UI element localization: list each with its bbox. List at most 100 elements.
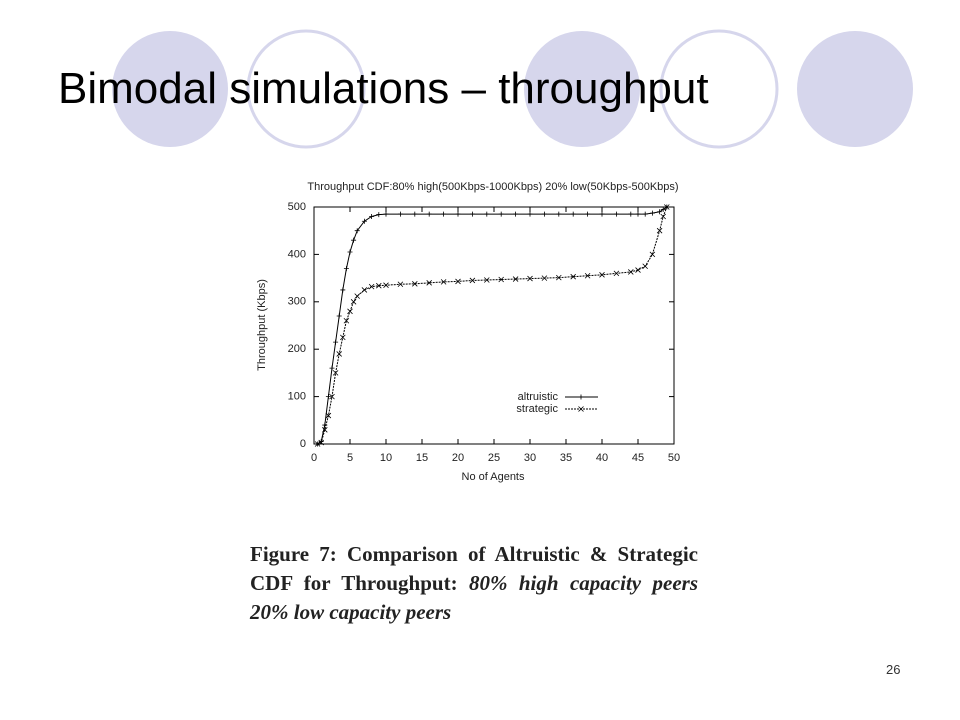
point-marker <box>361 218 367 224</box>
point-marker <box>584 272 591 279</box>
x-tick-label: 45 <box>632 452 644 464</box>
point-marker <box>628 269 634 275</box>
point-marker <box>412 211 418 217</box>
point-marker <box>329 393 335 400</box>
point-marker <box>556 211 562 217</box>
point-marker <box>340 287 346 293</box>
point-marker <box>570 273 576 280</box>
point-marker <box>347 249 353 255</box>
x-tick-label: 25 <box>488 452 500 464</box>
point-marker <box>354 228 360 234</box>
point-marker <box>325 394 331 400</box>
point-marker <box>527 275 533 282</box>
point-marker <box>599 211 605 217</box>
point-marker <box>635 211 641 217</box>
point-marker <box>498 211 504 217</box>
point-marker <box>484 277 490 283</box>
y-axis-label: Throughput (Kbps) <box>256 279 268 371</box>
series-line <box>317 206 668 445</box>
point-marker <box>325 412 332 419</box>
y-tick-label: 400 <box>288 248 306 260</box>
point-marker <box>498 276 504 283</box>
point-marker <box>628 211 634 217</box>
point-marker <box>570 211 576 217</box>
point-marker <box>376 212 382 218</box>
point-marker <box>343 266 349 272</box>
point-marker <box>585 211 591 217</box>
point-marker <box>322 426 328 433</box>
point-marker <box>455 278 461 285</box>
point-marker <box>599 271 605 278</box>
point-marker <box>484 211 490 217</box>
point-marker <box>649 210 655 216</box>
point-marker <box>642 211 648 217</box>
point-marker <box>368 283 375 290</box>
point-marker <box>361 287 368 293</box>
point-marker <box>369 213 375 219</box>
x-tick-label: 50 <box>668 452 680 464</box>
point-marker <box>333 339 339 345</box>
point-marker <box>351 237 357 243</box>
y-tick-label: 0 <box>300 438 306 450</box>
point-marker <box>556 274 562 281</box>
point-marker <box>397 211 403 217</box>
point-marker <box>340 334 346 341</box>
point-marker <box>656 227 663 234</box>
point-marker <box>527 211 533 217</box>
point-marker <box>541 275 548 281</box>
caption-bold: Comparison of Altruistic & Strategic CDF… <box>250 542 698 595</box>
point-marker <box>412 281 418 287</box>
point-marker <box>664 204 670 210</box>
point-marker <box>397 281 404 288</box>
point-marker <box>455 211 461 217</box>
point-marker <box>613 211 619 217</box>
point-marker <box>383 282 389 288</box>
point-marker <box>332 370 339 376</box>
point-marker <box>336 313 342 319</box>
legend-marker <box>578 394 584 400</box>
x-tick-label: 10 <box>380 452 392 464</box>
x-tick-label: 5 <box>347 452 353 464</box>
x-tick-label: 30 <box>524 452 536 464</box>
y-tick-label: 500 <box>288 201 306 213</box>
point-marker <box>613 270 620 277</box>
point-marker <box>441 211 447 217</box>
x-tick-label: 20 <box>452 452 464 464</box>
x-axis-label: No of Agents <box>462 471 525 483</box>
point-marker <box>660 213 666 220</box>
point-marker <box>649 251 656 258</box>
point-marker <box>336 351 342 357</box>
point-marker <box>635 267 641 273</box>
page-number: 26 <box>886 662 901 677</box>
point-marker <box>329 365 335 371</box>
y-tick-label: 100 <box>288 391 306 403</box>
point-marker <box>383 211 389 217</box>
y-tick-label: 300 <box>288 296 306 308</box>
point-marker <box>541 211 547 217</box>
point-marker <box>469 211 475 217</box>
point-marker <box>350 299 357 305</box>
legend-label: altruistic <box>518 391 559 403</box>
decoration <box>112 29 913 149</box>
plot-frame <box>313 206 675 445</box>
legend-marker <box>578 406 584 412</box>
caption-label: Figure 7: <box>250 542 337 566</box>
series-line <box>317 206 668 445</box>
point-marker <box>318 439 324 446</box>
x-tick-label: 40 <box>596 452 608 464</box>
point-marker <box>642 263 648 270</box>
point-marker <box>314 441 321 447</box>
point-marker <box>426 280 432 286</box>
figure-caption: Figure 7: Comparison of Altruistic & Str… <box>250 540 698 627</box>
point-marker <box>440 279 447 285</box>
point-marker <box>322 422 328 428</box>
chart-title: Throughput CDF:80% high(500Kbps-1000Kbps… <box>307 181 678 193</box>
slide-title: Bimodal simulations – throughput <box>58 64 709 113</box>
point-marker <box>376 282 382 289</box>
point-marker <box>512 276 519 282</box>
point-marker <box>354 293 360 299</box>
point-marker <box>469 277 476 284</box>
legend-label: strategic <box>516 403 558 415</box>
